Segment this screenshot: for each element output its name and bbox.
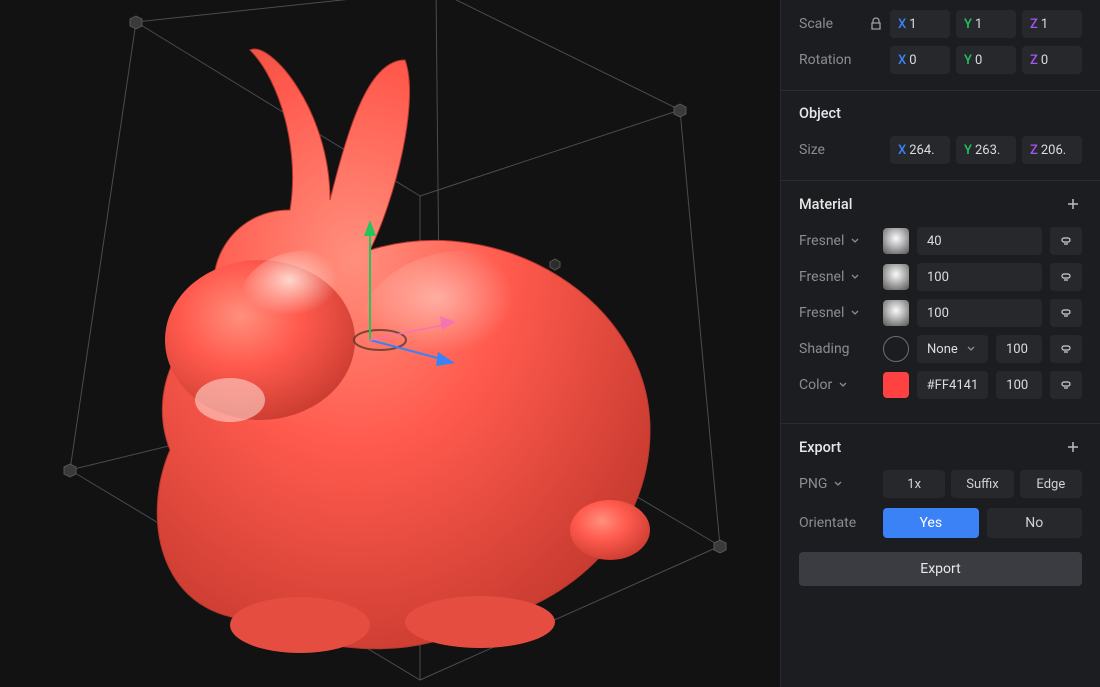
viewport-svg [0, 0, 780, 687]
section-object: Object Size X264. Y263. Z206. [781, 91, 1100, 181]
scale-y[interactable]: Y1 [956, 10, 1016, 38]
export-title: Export [799, 439, 841, 456]
scale-x[interactable]: X1 [890, 10, 950, 38]
link-icon[interactable] [1050, 227, 1082, 255]
color-swatch[interactable] [883, 372, 909, 398]
row-export-format: PNG 1x Suffix Edge [799, 470, 1082, 498]
link-icon[interactable] [1050, 263, 1082, 291]
chevron-down-icon[interactable] [848, 234, 862, 248]
add-material-icon[interactable] [1064, 195, 1082, 213]
section-transform: Scale X1 Y1 Z1 Rotation X0 Y0 Z0 [781, 0, 1100, 91]
properties-sidebar: Scale X1 Y1 Z1 Rotation X0 Y0 Z0 Object … [780, 0, 1100, 687]
section-export: Export PNG 1x Suffix Edge Orientate Yes … [781, 424, 1100, 602]
fresnel-value[interactable]: 100 [917, 299, 1042, 327]
export-suffix[interactable]: Suffix [951, 470, 1013, 498]
row-scale: Scale X1 Y1 Z1 [799, 10, 1082, 38]
object-title: Object [799, 105, 841, 122]
scale-label: Scale [799, 16, 861, 32]
link-icon[interactable] [1050, 299, 1082, 327]
size-label: Size [799, 142, 861, 158]
row-orientate: Orientate Yes No [799, 508, 1082, 538]
chevron-down-icon[interactable] [831, 477, 845, 491]
rotation-label: Rotation [799, 52, 861, 68]
lock-icon[interactable] [869, 15, 882, 33]
chevron-down-icon[interactable] [964, 342, 978, 356]
chevron-down-icon[interactable] [848, 270, 862, 284]
scale-z[interactable]: Z1 [1022, 10, 1082, 38]
shading-amount[interactable]: 100 [996, 335, 1042, 363]
material-row-fresnel-2: Fresnel 100 [799, 299, 1082, 327]
orientate-label: Orientate [799, 515, 875, 531]
export-scale[interactable]: 1x [883, 470, 945, 498]
rotation-x[interactable]: X0 [890, 46, 950, 74]
size-z[interactable]: Z206. [1022, 136, 1082, 164]
fresnel-value[interactable]: 100 [917, 263, 1042, 291]
shading-swatch[interactable] [883, 336, 909, 362]
link-icon[interactable] [1050, 371, 1082, 399]
material-row-fresnel-1: Fresnel 100 [799, 263, 1082, 291]
rotation-z[interactable]: Z0 [1022, 46, 1082, 74]
bunny-mesh[interactable] [157, 49, 650, 653]
chevron-down-icon[interactable] [848, 306, 862, 320]
row-rotation: Rotation X0 Y0 Z0 [799, 46, 1082, 74]
size-y[interactable]: Y263. [956, 136, 1016, 164]
material-row-shading: Shading None 100 [799, 335, 1082, 363]
material-title: Material [799, 196, 852, 213]
material-row-fresnel-0: Fresnel 40 [799, 227, 1082, 255]
chevron-down-icon[interactable] [836, 378, 850, 392]
fresnel-swatch[interactable] [883, 300, 909, 326]
color-alpha[interactable]: 100 [996, 371, 1042, 399]
orientate-no[interactable]: No [987, 508, 1083, 538]
fresnel-label: Fresnel [799, 233, 844, 249]
rotation-y[interactable]: Y0 [956, 46, 1016, 74]
section-material: Material Fresnel 40 Fresnel 100 Fresnel [781, 181, 1100, 424]
row-size: Size X264. Y263. Z206. [799, 136, 1082, 164]
orientate-yes[interactable]: Yes [883, 508, 979, 538]
export-button[interactable]: Export [799, 552, 1082, 586]
link-icon[interactable] [1050, 335, 1082, 363]
fresnel-swatch[interactable] [883, 228, 909, 254]
format-label: PNG [799, 476, 827, 492]
viewport-3d[interactable] [0, 0, 780, 687]
shading-value[interactable]: None [917, 335, 988, 363]
size-x[interactable]: X264. [890, 136, 950, 164]
export-edge[interactable]: Edge [1020, 470, 1082, 498]
fresnel-swatch[interactable] [883, 264, 909, 290]
add-export-icon[interactable] [1064, 438, 1082, 456]
color-hex[interactable]: #FF4141 [917, 371, 989, 399]
fresnel-value[interactable]: 40 [917, 227, 1042, 255]
material-row-color: Color #FF4141 100 [799, 371, 1082, 399]
